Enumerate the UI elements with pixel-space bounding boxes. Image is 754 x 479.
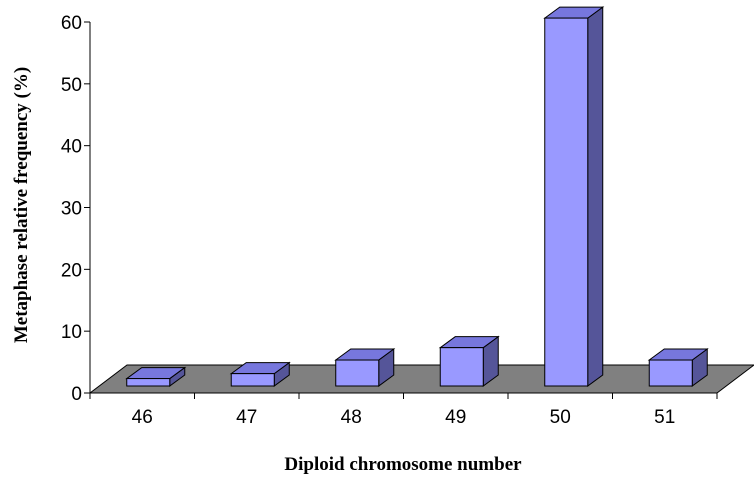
bar (334, 348, 396, 387)
bar-side (587, 6, 604, 387)
y-axis-title: Metaphase relative frequency (%) (11, 67, 32, 343)
x-tick-label: 50 (550, 407, 571, 428)
x-tick-label: 49 (445, 407, 466, 428)
y-tick-label: 0 (71, 384, 82, 405)
y-tick-label: 10 (61, 322, 82, 343)
bar (125, 366, 187, 387)
bar-front (126, 378, 171, 387)
bar-front (335, 359, 380, 387)
x-axis-title: Diploid chromosome number (284, 454, 522, 475)
bar-front (230, 373, 275, 387)
y-axis: 0 10 20 30 40 50 60 (61, 13, 91, 405)
bar-front (648, 359, 693, 387)
bar-front (439, 347, 484, 387)
x-axis: 46 47 48 49 50 51 (89, 392, 718, 428)
y-tick-label: 40 (61, 137, 82, 158)
y-tick-label: 60 (61, 13, 82, 34)
bar (543, 6, 605, 387)
y-tick-label: 20 (61, 260, 82, 281)
bar (229, 361, 291, 387)
bar-front (544, 17, 589, 387)
x-tick-label: 47 (236, 407, 257, 428)
x-tick-label: 51 (654, 407, 675, 428)
y-tick-label: 50 (61, 75, 82, 96)
y-tick-label: 30 (61, 199, 82, 220)
bar (647, 348, 709, 387)
bar (438, 335, 500, 387)
bars-group (125, 6, 709, 387)
x-tick-label: 46 (132, 407, 153, 428)
x-tick-label: 48 (341, 407, 362, 428)
